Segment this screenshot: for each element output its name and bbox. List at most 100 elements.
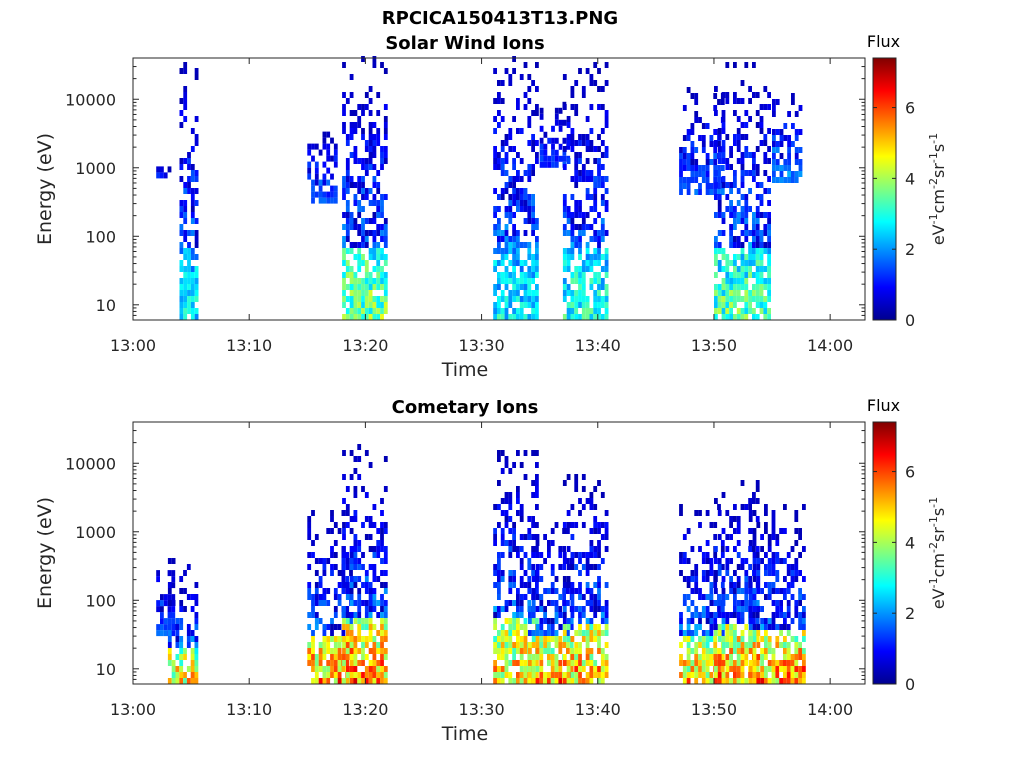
heatmap-cell — [775, 141, 780, 147]
heatmap-cell — [364, 158, 369, 164]
heatmap-cell — [566, 624, 571, 630]
heatmap-cell — [802, 576, 806, 582]
heatmap-cell — [744, 594, 749, 600]
heatmap-cell — [798, 600, 802, 606]
heatmap-cell — [764, 552, 768, 558]
heatmap-cell — [733, 528, 737, 534]
heatmap-cell — [736, 582, 741, 588]
heatmap-cell — [531, 164, 535, 170]
heatmap-cell — [156, 630, 160, 637]
heatmap-cell — [361, 206, 365, 212]
heatmap-cell — [539, 678, 544, 684]
heatmap-cell — [508, 242, 513, 248]
heatmap-cell — [755, 254, 760, 260]
heatmap-cells — [156, 56, 803, 320]
heatmap-cell — [593, 188, 598, 194]
heatmap-cell — [570, 134, 575, 140]
heatmap-cell — [729, 624, 733, 630]
heatmap-cell — [345, 636, 350, 642]
heatmap-cell — [357, 266, 362, 272]
heatmap-cell — [307, 534, 312, 540]
heatmap-cell — [764, 666, 768, 672]
heatmap-cell — [531, 140, 535, 146]
heatmap-cell — [794, 606, 799, 612]
heatmap-cell — [330, 552, 334, 558]
heatmap-cell — [361, 654, 365, 660]
heatmap-cell — [183, 200, 188, 206]
heatmap-cell — [523, 218, 528, 224]
heatmap-cell — [736, 146, 741, 152]
heatmap-cell — [516, 672, 520, 678]
heatmap-cell — [314, 582, 319, 588]
heatmap-cell — [736, 284, 741, 290]
heatmap-cell — [311, 648, 315, 654]
heatmap-cell — [341, 558, 346, 564]
heatmap-cell — [558, 564, 563, 570]
heatmap-cell — [516, 290, 520, 296]
heatmap-cell — [512, 260, 516, 266]
heatmap-cell — [690, 612, 695, 618]
heatmap-cell — [361, 56, 365, 62]
heatmap-cell — [759, 302, 764, 308]
heatmap-cell — [380, 314, 384, 320]
heatmap-cell — [717, 624, 722, 630]
heatmap-cell — [679, 504, 683, 510]
heatmap-cell — [383, 152, 388, 158]
heatmap-cell — [682, 165, 687, 171]
heatmap-cell — [763, 266, 768, 272]
heatmap-cell — [714, 86, 718, 92]
heatmap-cell — [771, 582, 776, 588]
heatmap-cell — [752, 642, 756, 648]
burst-7 — [679, 87, 725, 195]
heatmap-cell — [322, 179, 327, 186]
heatmap-cell — [713, 522, 718, 528]
heatmap-cell — [600, 302, 605, 308]
heatmap-cell — [504, 236, 509, 242]
heatmap-cell — [752, 606, 757, 612]
heatmap-cell — [701, 672, 706, 678]
heatmap-cell — [311, 660, 315, 666]
heatmap-cell — [345, 510, 350, 516]
heatmap-cell — [376, 546, 381, 552]
heatmap-cell — [508, 516, 513, 522]
heatmap-cell — [539, 564, 544, 570]
heatmap-cell — [314, 624, 319, 630]
heatmap-cell — [163, 594, 168, 601]
heatmap-cell — [589, 528, 594, 534]
x-tick-label: 13:10 — [226, 700, 272, 719]
heatmap-cell — [535, 594, 540, 600]
heatmap-cell — [709, 183, 714, 189]
heatmap-cell — [764, 636, 768, 642]
heatmap-cell — [543, 155, 548, 162]
heatmap-cell — [194, 68, 199, 74]
heatmap-cell — [361, 624, 365, 630]
heatmap-cell — [740, 612, 745, 618]
heatmap-cell — [604, 654, 609, 660]
heatmap-cell — [357, 188, 362, 194]
heatmap-cell — [175, 618, 180, 624]
heatmap-cell — [179, 110, 184, 116]
heatmap-cell — [512, 648, 516, 654]
heatmap-cell — [786, 588, 791, 594]
heatmap-cell — [558, 125, 563, 132]
heatmap-cell — [504, 206, 509, 212]
heatmap-cell — [752, 624, 757, 630]
heatmap-cell — [194, 308, 199, 314]
heatmap-cell — [790, 672, 795, 678]
heatmap-cell — [357, 636, 362, 642]
heatmap-cell — [194, 140, 199, 146]
heatmap-cell — [717, 600, 722, 606]
heatmap-cell — [748, 618, 753, 624]
heatmap-cell — [516, 230, 520, 236]
heatmap-cell — [516, 128, 520, 134]
heatmap-cell — [690, 147, 695, 153]
burst-8 — [714, 62, 771, 320]
heatmap-cell — [744, 504, 749, 510]
heatmap-cell — [767, 546, 772, 552]
heatmap-cell — [759, 290, 764, 296]
heatmap-cell — [528, 642, 532, 648]
heatmap-cell — [535, 290, 539, 296]
heatmap-cell — [307, 173, 312, 180]
heatmap-cell — [357, 456, 362, 462]
heatmap-cell — [725, 284, 730, 290]
